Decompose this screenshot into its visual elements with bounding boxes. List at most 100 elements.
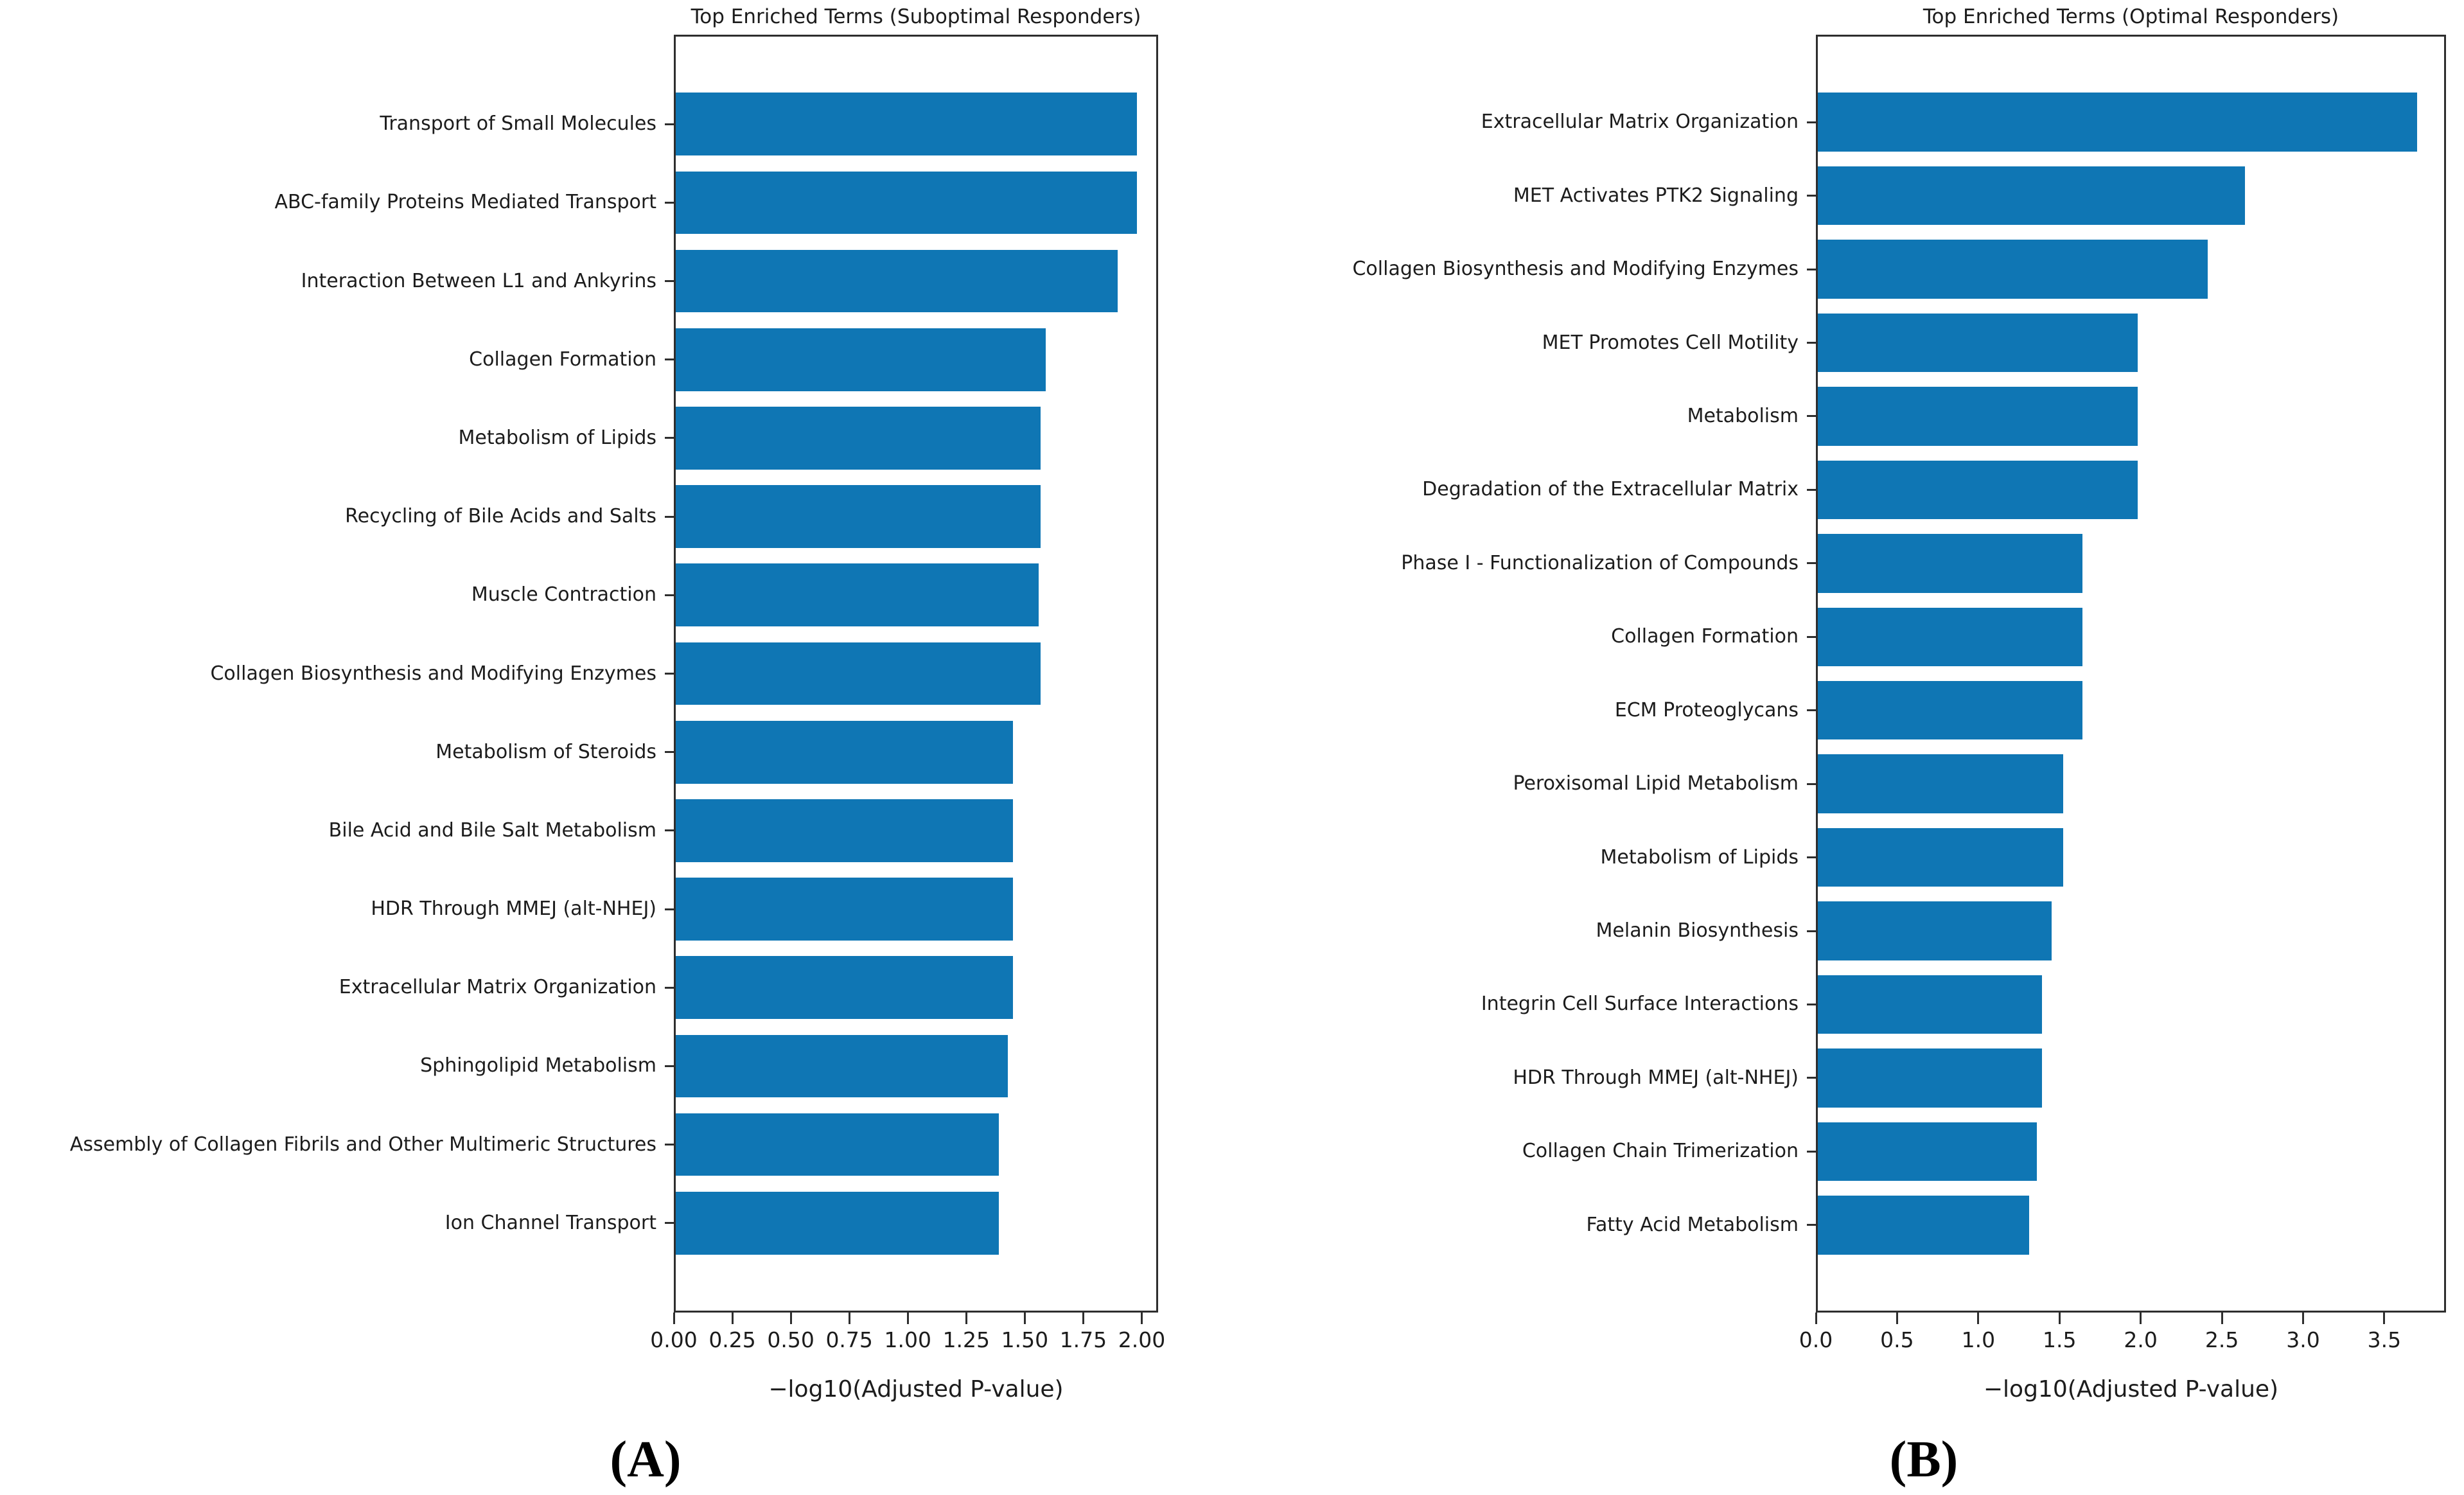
y-tick: [1807, 268, 1816, 270]
y-tick-label: Recycling of Bile Acids and Salts: [345, 505, 656, 528]
bar: [676, 93, 1137, 156]
y-tick: [665, 201, 674, 204]
x-tick: [965, 1313, 967, 1324]
x-tick-label: 3.0: [2286, 1327, 2320, 1352]
y-tick-label: Transport of Small Molecules: [380, 112, 656, 136]
bar: [676, 1191, 999, 1255]
y-tick: [1807, 709, 1816, 712]
y-tick: [1807, 1150, 1816, 1153]
bar: [676, 249, 1118, 313]
y-tick-label: Muscle Contraction: [471, 583, 656, 606]
x-tick-label: 2.5: [2204, 1327, 2239, 1352]
bar: [1818, 460, 2138, 520]
y-tick: [665, 515, 674, 518]
y-tick-label: Degradation of the Extracellular Matrix: [1422, 478, 1799, 501]
y-tick-label: Collagen Biosynthesis and Modifying Enzy…: [210, 662, 656, 685]
x-tick: [1977, 1313, 1980, 1324]
y-tick: [665, 908, 674, 910]
bar: [1818, 93, 2417, 152]
y-tick-label: Ion Channel Transport: [444, 1211, 656, 1234]
bar: [676, 956, 1013, 1020]
bar: [1818, 901, 2052, 960]
y-tick-label: Metabolism of Steroids: [436, 740, 656, 763]
bar: [1818, 680, 2083, 740]
x-tick: [1896, 1313, 1898, 1324]
bar: [676, 328, 1046, 391]
bar: [1818, 534, 2083, 593]
y-tick-label: Interaction Between L1 and Ankyrins: [301, 269, 656, 292]
y-tick-label: Metabolism of Lipids: [1600, 845, 1799, 869]
y-tick-label: Extracellular Matrix Organization: [339, 976, 656, 999]
x-tick: [2221, 1313, 2223, 1324]
y-tick-label: Collagen Biosynthesis and Modifying Enzy…: [1352, 258, 1799, 281]
bar: [676, 171, 1137, 234]
x-tick-label: 2.0: [2124, 1327, 2158, 1352]
y-tick: [1807, 121, 1816, 123]
bar: [1818, 166, 2245, 226]
x-tick-label: 0.50: [767, 1327, 814, 1352]
x-tick: [673, 1313, 675, 1324]
y-tick: [665, 673, 674, 675]
plot-area: [674, 35, 1158, 1313]
y-tick: [1807, 930, 1816, 932]
x-tick-label: 1.00: [884, 1327, 931, 1352]
x-tick: [2140, 1313, 2142, 1324]
y-tick-label: ECM Proteoglycans: [1614, 698, 1799, 721]
x-tick-label: 0.5: [1880, 1327, 1914, 1352]
y-tick: [665, 594, 674, 596]
bar: [676, 1034, 1008, 1098]
y-tick: [665, 829, 674, 832]
bar: [1818, 1196, 2029, 1255]
y-tick-label: Extracellular Matrix Organization: [1481, 111, 1799, 134]
x-tick-label: 1.50: [1001, 1327, 1049, 1352]
chart-title: Top Enriched Terms (Suboptimal Responder…: [691, 5, 1141, 28]
x-axis-label: −log10(Adjusted P-value): [1983, 1376, 2279, 1402]
chart-title: Top Enriched Terms (Optimal Responders): [1923, 5, 2339, 28]
y-tick-label: Collagen Chain Trimerization: [1522, 1140, 1799, 1163]
y-tick-label: Phase I - Functionalization of Compounds: [1401, 551, 1799, 574]
y-tick: [665, 986, 674, 989]
x-tick: [789, 1313, 792, 1324]
y-tick-label: Assembly of Collagen Fibrils and Other M…: [69, 1133, 656, 1156]
x-tick: [731, 1313, 734, 1324]
x-tick: [1815, 1313, 1817, 1324]
y-tick-label: Peroxisomal Lipid Metabolism: [1513, 772, 1799, 795]
y-tick-label: Collagen Formation: [1611, 625, 1799, 648]
x-tick: [1082, 1313, 1084, 1324]
y-tick: [665, 123, 674, 125]
y-tick: [665, 1222, 674, 1225]
bar: [1818, 975, 2042, 1034]
y-tick: [1807, 195, 1816, 197]
y-tick-label: Metabolism of Lipids: [458, 426, 657, 449]
bar: [676, 799, 1013, 862]
bar: [1818, 387, 2138, 446]
panel-label-a: (A): [610, 1431, 682, 1488]
x-tick: [1141, 1313, 1143, 1324]
y-tick-label: Bile Acid and Bile Salt Metabolism: [328, 818, 656, 842]
bar: [1818, 313, 2138, 373]
y-tick: [1807, 1003, 1816, 1005]
y-tick-label: HDR Through MMEJ (alt-NHEJ): [371, 898, 656, 921]
x-tick: [1023, 1313, 1026, 1324]
bar: [1818, 607, 2083, 667]
x-tick-label: 0.25: [708, 1327, 756, 1352]
x-tick-label: 1.5: [2043, 1327, 2077, 1352]
y-tick: [665, 1144, 674, 1146]
y-tick: [1807, 415, 1816, 418]
y-tick-label: Fatty Acid Metabolism: [1586, 1213, 1799, 1236]
y-tick: [665, 1065, 674, 1067]
bar: [1818, 240, 2208, 299]
bar: [1818, 1122, 2037, 1181]
x-tick: [906, 1313, 909, 1324]
y-tick: [1807, 783, 1816, 785]
bar: [676, 563, 1039, 627]
y-tick: [1807, 342, 1816, 344]
x-tick: [2058, 1313, 2061, 1324]
y-tick: [1807, 856, 1816, 859]
x-axis-label: −log10(Adjusted P-value): [768, 1376, 1064, 1402]
y-tick-label: HDR Through MMEJ (alt-NHEJ): [1513, 1066, 1799, 1089]
y-tick: [665, 437, 674, 439]
y-tick-label: Integrin Cell Surface Interactions: [1481, 993, 1799, 1016]
x-tick-label: 0.00: [650, 1327, 698, 1352]
